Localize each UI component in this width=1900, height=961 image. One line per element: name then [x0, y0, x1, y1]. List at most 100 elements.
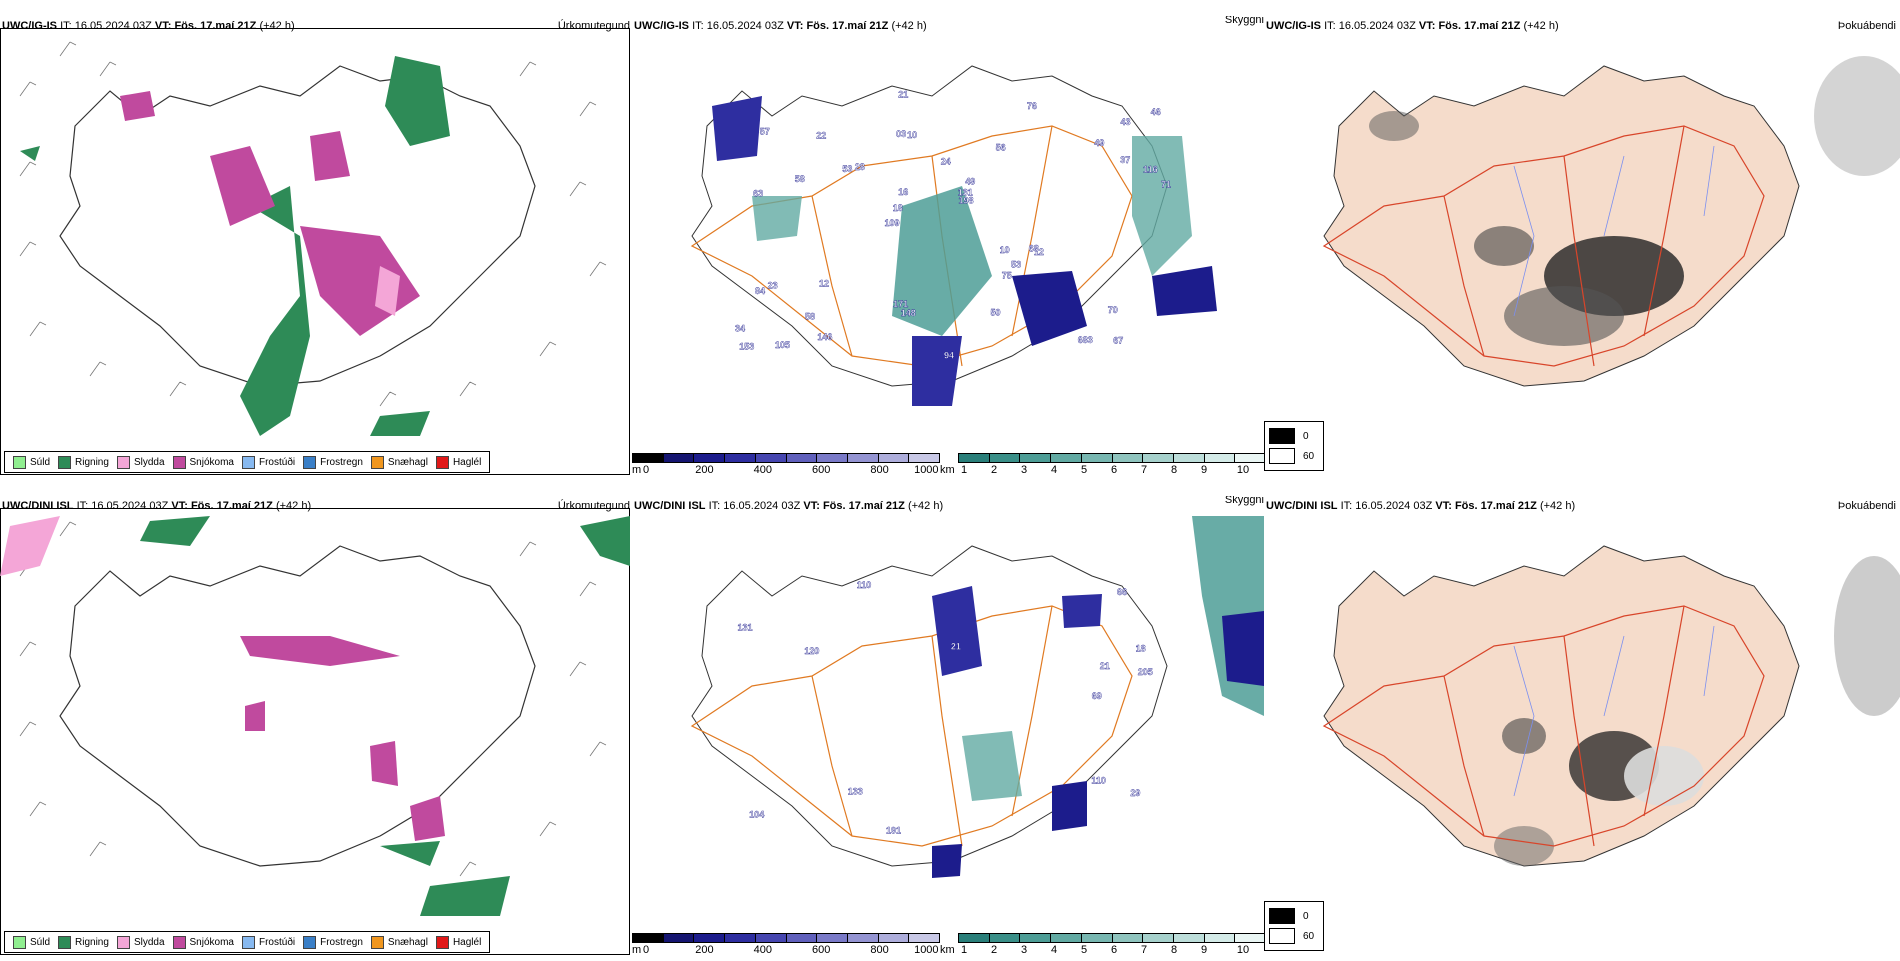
- it-value: 16.05.2024 03Z: [706, 20, 784, 32]
- legend-item: Súld: [13, 455, 50, 469]
- cloud-base-value: 110: [1091, 776, 1106, 786]
- model-name: UWC/IG-IS: [2, 20, 57, 32]
- legend-label: Rigning: [75, 456, 109, 468]
- legend-swatch: [58, 935, 72, 949]
- cloud-base-value: 109: [885, 218, 900, 228]
- cloud-base-value: 120: [804, 646, 819, 656]
- visibility-unit: km: [940, 464, 955, 476]
- visibility-unit: km: [940, 944, 955, 956]
- tick-label: 8: [1170, 944, 1178, 956]
- wind-barbs: [19, 521, 607, 877]
- cloud-base-value: 24: [941, 157, 951, 167]
- cloud-base-value: 23: [768, 280, 778, 290]
- cloud-base-value: 12: [1034, 247, 1044, 257]
- cloud-base-labels: 67 63 43 109 56 105 03 24 23 28 34 58 10 49 12 57 21 71 10…: [735, 89, 1171, 361]
- cloud-base-value: 70: [1108, 305, 1118, 315]
- tick-label: 6: [1110, 464, 1118, 476]
- fog-swatch: [1269, 908, 1295, 924]
- fog-legend-label: 60: [1303, 930, 1315, 942]
- cloud-base-value: 37: [1120, 155, 1130, 165]
- cloud-base-value: 34: [735, 323, 745, 333]
- tick-label: 5: [1080, 944, 1088, 956]
- cloud-base-labels: 110 18 29 21 104 110 21 133 66 120 205 131 69 191: [737, 580, 1153, 836]
- legend-label: Snjókoma: [189, 456, 234, 468]
- tick-label: 400: [753, 944, 772, 956]
- cloud-base-value: 146: [817, 332, 832, 342]
- vt-value: Fös. 17.maí 21Z: [174, 20, 257, 32]
- fog-legend-label: 0: [1303, 910, 1309, 922]
- cloud-base-value: 69: [1092, 691, 1102, 701]
- tick-label: 800: [870, 944, 889, 956]
- tick-label: 7: [1140, 944, 1148, 956]
- legend-label: Snjókoma: [189, 936, 234, 948]
- cloud-base-value: 148: [901, 308, 916, 318]
- cloud-base-value: 94: [944, 351, 954, 361]
- legend-label: Frostregn: [320, 456, 363, 468]
- lead-time: (+42 h): [1523, 20, 1559, 32]
- cloud-base-value: 153: [739, 341, 754, 351]
- cloud-map: 110 18 29 21 104 110 21 133 66 120 205 131 69 191: [690, 516, 1264, 878]
- precip-type-label: Úrkomutegund: [557, 20, 630, 32]
- it-label: IT:: [692, 20, 704, 32]
- cloud-base-value: 105: [775, 340, 790, 350]
- cloud-base-value: 10: [1000, 245, 1010, 255]
- model-name: UWC/IG-IS: [1266, 20, 1321, 32]
- cloud-base-value: 68: [1029, 243, 1039, 253]
- lead-time: (+42 h): [1539, 500, 1576, 512]
- fog-legend-row: 60: [1269, 928, 1314, 944]
- legend-swatch: [116, 935, 130, 949]
- cloud-map: 67 63 43 109 56 105 03 24 23 28 34 58 10 49 12 57 21 71 10…: [690, 65, 1217, 406]
- cloud-base-value: 56: [996, 143, 1006, 153]
- vt-value: Fös. 17.maí 21Z: [822, 500, 905, 512]
- wind-barbs: [19, 41, 607, 407]
- cloud-base-value: 21: [898, 89, 908, 99]
- cloud-base-areas: [712, 96, 1217, 406]
- fog-swatch: [1269, 448, 1295, 464]
- tick-label: 4: [1050, 464, 1058, 476]
- precip-panel-1: UWC/IG-IS IT: 16.05.2024 03Z VT: Fös. 17…: [0, 16, 632, 481]
- legend-swatch: [370, 935, 384, 949]
- vt-label: VT:: [154, 20, 172, 32]
- fog-map: [1322, 545, 1900, 867]
- cloud-base-value: 29: [1130, 788, 1140, 798]
- vt-label: VT:: [803, 500, 820, 512]
- cloud-base-value: 18: [1136, 644, 1146, 654]
- cloud-base-value: 46: [1151, 107, 1161, 117]
- cloud-base-ticks: 0 200 400 600 800 1000: [643, 944, 939, 956]
- fog-legend: 0 60: [1264, 901, 1324, 951]
- precip-map: [19, 41, 607, 436]
- tick-label: 600: [812, 464, 831, 476]
- tick-label: 6: [1110, 944, 1118, 956]
- it-value: 16.05.2024 03Z: [723, 500, 801, 512]
- cloud-base-value: 58: [805, 312, 815, 322]
- cloud-base-value: 198: [959, 195, 974, 205]
- precip-map: [0, 516, 630, 916]
- cloud-base-value: 12: [819, 279, 829, 289]
- precip-legend: Súld Rigning Slydda Snjókoma Frostúði Fr…: [4, 451, 491, 473]
- visibility-ticks: 1 2 3 4 5 6 7 8 9 10: [961, 944, 1264, 956]
- cloud-base-value: 104: [749, 810, 764, 820]
- panel-title: UWC/IG-IS IT: 16.05.2024 03Z VT: Fös. 17…: [634, 20, 927, 32]
- cloud-base-value: 49: [965, 177, 975, 187]
- legend-label: Slydda: [133, 936, 165, 948]
- cloud-base-value: 53: [842, 164, 852, 174]
- tick-label: 800: [870, 464, 889, 476]
- road-network: [1322, 605, 1765, 847]
- fog-index-label: Þokuábendi: [1837, 20, 1896, 32]
- fog-swatch: [1269, 928, 1295, 944]
- cloud-base-value: 58: [795, 174, 805, 184]
- tick-label: 400: [753, 464, 772, 476]
- panel-title: UWC/DINI ISL IT: 16.05.2024 03Z VT: Fös.…: [1266, 500, 1575, 512]
- cloud-base-value: 57: [760, 127, 770, 137]
- cloud-base-value: 63: [753, 188, 763, 198]
- precip-type-label: Úrkomutegund: [557, 500, 630, 512]
- lead-time: (+42 h): [891, 20, 927, 32]
- legend-item: Frostúði: [241, 935, 295, 949]
- it-value: 16.05.2024 03Z: [74, 20, 152, 32]
- fog-panel-1: UWC/IG-IS IT: 16.05.2024 03Z VT: Fös. 17…: [1264, 16, 1900, 481]
- tick-label: 1000: [914, 464, 939, 476]
- tick-label: 10: [1236, 464, 1250, 476]
- model-name: UWC/DINI ISL: [2, 500, 74, 512]
- fog-legend-label: 60: [1303, 450, 1315, 462]
- tick-label: 5: [1080, 464, 1088, 476]
